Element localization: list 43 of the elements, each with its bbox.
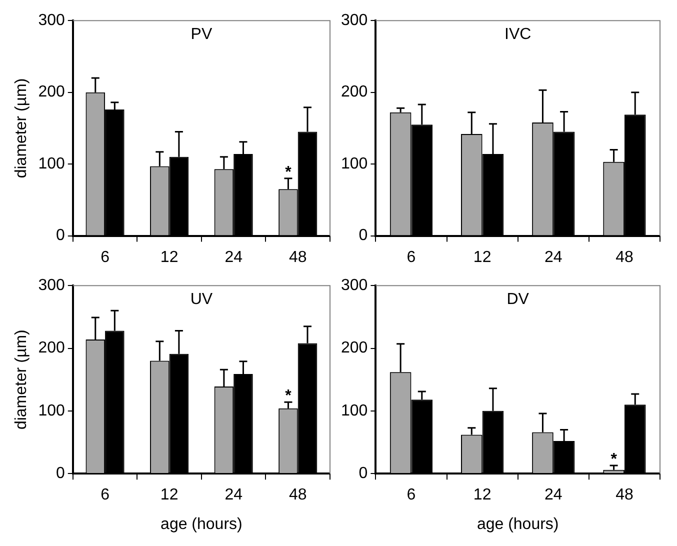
x-tick-label: 24 (544, 248, 562, 266)
chart-title: UV (190, 291, 213, 308)
x-tick-label: 12 (473, 486, 492, 504)
annotation: * (610, 450, 618, 468)
y-axis-title: diameter (µm) (13, 330, 30, 430)
y-tick-label: 100 (340, 402, 368, 420)
y-tick-label: 0 (56, 465, 65, 482)
x-axis-title: age (hours) (160, 516, 242, 533)
y-axis-title: diameter (µm) (13, 78, 30, 178)
x-tick-label: 48 (288, 248, 307, 266)
x-tick-label: 6 (406, 486, 416, 504)
x-tick-label: 12 (160, 486, 178, 504)
x-tick-label: 48 (616, 248, 634, 266)
annotation: * (285, 164, 292, 181)
chart-title: DV (506, 291, 530, 308)
annotation: * (285, 388, 292, 405)
y-tick-label: 300 (340, 12, 368, 30)
y-tick-label: 0 (358, 465, 368, 482)
x-axis-title: age (hours) (476, 516, 559, 533)
x-tick-label: 48 (288, 486, 307, 504)
x-tick-label: 24 (544, 486, 562, 504)
y-tick-label: 0 (358, 227, 368, 244)
x-tick-label: 6 (100, 486, 110, 504)
x-tick-label: 24 (224, 248, 243, 266)
x-tick-label: 6 (100, 248, 110, 266)
x-tick-label: 12 (473, 248, 492, 266)
y-tick-label: 0 (56, 227, 65, 244)
y-tick-label: 300 (38, 12, 65, 30)
y-tick-label: 200 (38, 340, 65, 357)
y-tick-label: 200 (340, 84, 368, 101)
y-tick-label: 100 (38, 402, 65, 420)
y-tick-label: 200 (38, 84, 65, 101)
x-tick-label: 48 (616, 486, 634, 504)
chart-title: PV (190, 26, 212, 44)
y-tick-label: 100 (340, 155, 368, 172)
y-tick-label: 200 (340, 340, 368, 357)
x-tick-label: 6 (406, 248, 416, 266)
x-tick-label: 24 (224, 486, 243, 504)
y-tick-label: 300 (340, 277, 368, 294)
y-tick-label: 300 (38, 277, 65, 294)
x-tick-label: 12 (160, 248, 178, 266)
chart-title: IVC (504, 26, 532, 44)
y-tick-label: 100 (38, 155, 65, 172)
